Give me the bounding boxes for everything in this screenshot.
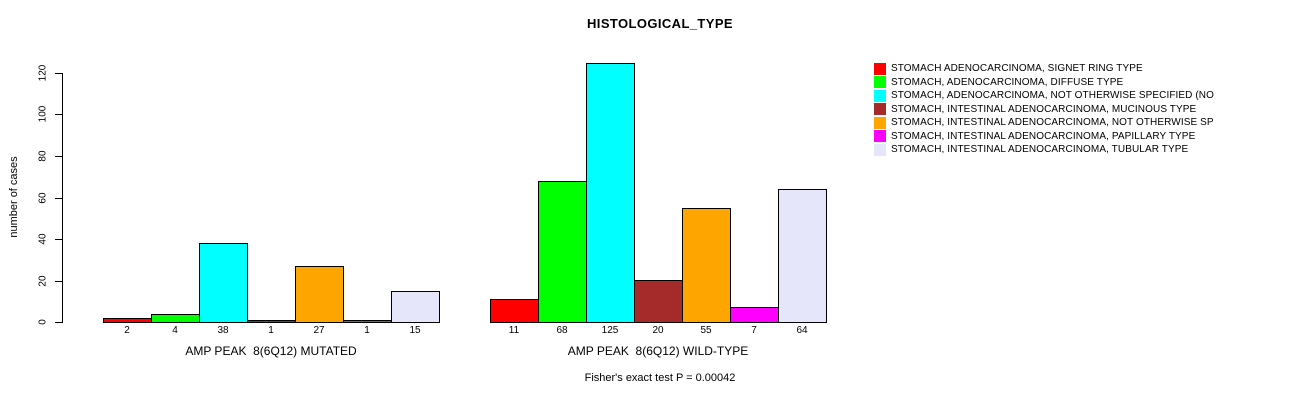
- bar-value-label: 7: [751, 325, 757, 336]
- y-axis-line: [62, 73, 63, 323]
- y-tick-label: 60: [37, 192, 49, 204]
- bar-value-label: 64: [796, 325, 808, 336]
- bar: [682, 208, 731, 323]
- y-tick-mark: [55, 156, 62, 157]
- legend-item-label: STOMACH, INTESTINAL ADENOCARCINOMA, MUCI…: [891, 103, 1197, 115]
- y-tick-label: 100: [37, 105, 49, 123]
- bar-value-label: 38: [217, 325, 229, 336]
- x-group-label: AMP PEAK 8(6Q12) WILD-TYPE: [567, 344, 749, 358]
- bar-value-label: 11: [508, 325, 520, 336]
- y-tick-mark: [55, 114, 62, 115]
- chart-title: HISTOLOGICAL_TYPE: [587, 16, 733, 31]
- legend-color-swatch: [874, 89, 886, 102]
- bar-value-label: 1: [268, 325, 274, 336]
- legend-item: STOMACH, INTESTINAL ADENOCARCINOMA, PAPI…: [874, 130, 1214, 144]
- legend-item: STOMACH, ADENOCARCINOMA, NOT OTHERWISE S…: [874, 89, 1214, 103]
- legend-item: STOMACH, INTESTINAL ADENOCARCINOMA, NOT …: [874, 116, 1214, 130]
- x-group-label: AMP PEAK 8(6Q12) MUTATED: [185, 344, 357, 358]
- legend-item-label: STOMACH, ADENOCARCINOMA, DIFFUSE TYPE: [891, 76, 1124, 88]
- bar: [103, 318, 152, 323]
- y-tick-mark: [55, 281, 62, 282]
- y-axis-label: number of cases: [8, 156, 20, 238]
- bar: [199, 243, 248, 323]
- y-tick-label: 0: [37, 319, 49, 325]
- bar: [634, 280, 683, 323]
- legend-color-swatch: [874, 62, 886, 75]
- legend-item: STOMACH, ADENOCARCINOMA, DIFFUSE TYPE: [874, 76, 1214, 90]
- bar: [730, 307, 779, 323]
- bar-value-label: 27: [313, 325, 325, 336]
- bar-value-label: 2: [124, 325, 130, 336]
- bar: [778, 189, 827, 323]
- bar: [490, 299, 539, 323]
- legend-item: STOMACH, INTESTINAL ADENOCARCINOMA, TUBU…: [874, 143, 1214, 157]
- legend: STOMACH ADENOCARCINOMA, SIGNET RING TYPE…: [874, 62, 1214, 157]
- y-tick-label: 120: [37, 64, 49, 82]
- legend-item-label: STOMACH ADENOCARCINOMA, SIGNET RING TYPE: [891, 63, 1143, 74]
- y-tick-label: 80: [37, 150, 49, 162]
- bar: [295, 266, 344, 323]
- y-tick-label: 20: [37, 275, 49, 287]
- bar-value-label: 4: [172, 325, 178, 336]
- fisher-test-annotation: Fisher's exact test P = 0.00042: [584, 372, 736, 384]
- y-tick-mark: [55, 73, 62, 74]
- bar-value-label: 20: [652, 325, 664, 336]
- bar: [343, 320, 392, 323]
- bar: [586, 63, 635, 323]
- legend-item: STOMACH ADENOCARCINOMA, SIGNET RING TYPE: [874, 62, 1214, 76]
- bar-value-label: 55: [700, 325, 712, 336]
- legend-item-label: STOMACH, INTESTINAL ADENOCARCINOMA, TUBU…: [891, 144, 1189, 155]
- legend-item-label: STOMACH, INTESTINAL ADENOCARCINOMA, PAPI…: [891, 130, 1196, 142]
- legend-item-label: STOMACH, ADENOCARCINOMA, NOT OTHERWISE S…: [891, 90, 1215, 101]
- bar: [151, 314, 200, 323]
- y-tick-mark: [55, 239, 62, 240]
- legend-item-label: STOMACH, INTESTINAL ADENOCARCINOMA, NOT …: [891, 117, 1214, 128]
- bar: [538, 181, 587, 323]
- legend-color-swatch: [874, 116, 886, 129]
- y-tick-mark: [55, 322, 62, 323]
- bar-value-label: 125: [601, 325, 619, 336]
- bar-value-label: 1: [364, 325, 370, 336]
- bar: [247, 320, 296, 323]
- y-tick-label: 40: [37, 233, 49, 245]
- legend-color-swatch: [874, 103, 886, 116]
- y-tick-mark: [55, 198, 62, 199]
- bar: [391, 291, 440, 323]
- legend-color-swatch: [874, 76, 886, 89]
- bar-value-label: 15: [409, 325, 421, 336]
- bar-value-label: 68: [556, 325, 568, 336]
- legend-item: STOMACH, INTESTINAL ADENOCARCINOMA, MUCI…: [874, 103, 1214, 117]
- legend-color-swatch: [874, 130, 886, 143]
- legend-color-swatch: [874, 143, 886, 156]
